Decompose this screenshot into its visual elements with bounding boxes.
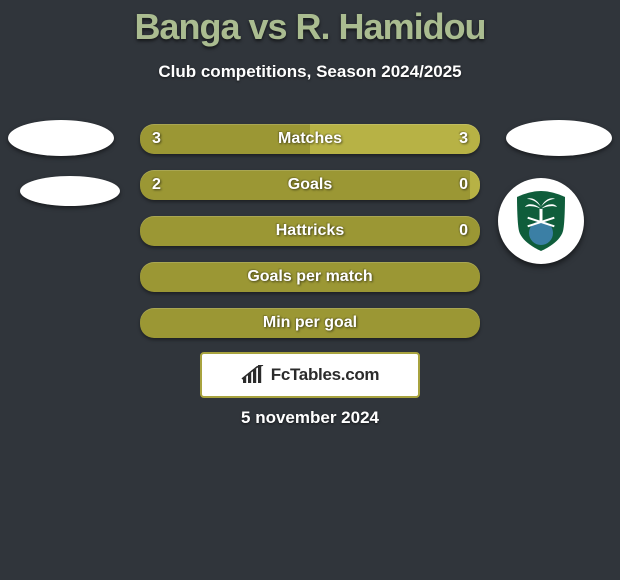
stat-hattricks-p2: 0 xyxy=(459,216,468,246)
player2-club-badge xyxy=(498,178,584,264)
bar-chart-icon xyxy=(241,365,265,385)
player2-name: R. Hamidou xyxy=(296,6,486,47)
player2-avatar-placeholder xyxy=(506,120,612,156)
subtitle: Club competitions, Season 2024/2025 xyxy=(0,62,620,82)
page-title: Banga vs R. Hamidou xyxy=(0,6,620,48)
brand-name: FcTables.com xyxy=(271,365,380,385)
comparison-card: Banga vs R. Hamidou Club competitions, S… xyxy=(0,0,620,580)
stats-block: 3 Matches 3 2 Goals 0 Hattricks 0 Goals … xyxy=(140,124,480,354)
stat-matches-label: Matches xyxy=(140,124,480,154)
stat-row-mpg: Min per goal xyxy=(140,308,480,338)
stat-row-goals: 2 Goals 0 xyxy=(140,170,480,200)
stat-goals-p2: 0 xyxy=(459,170,468,200)
player1-avatar-placeholder-2 xyxy=(20,176,120,206)
club-shield-icon xyxy=(513,189,569,253)
vs-separator: vs xyxy=(248,6,286,47)
stat-row-gpm: Goals per match xyxy=(140,262,480,292)
brand-box: FcTables.com xyxy=(200,352,420,398)
player1-name: Banga xyxy=(134,6,239,47)
stat-hattricks-label: Hattricks xyxy=(140,216,480,246)
stat-row-matches: 3 Matches 3 xyxy=(140,124,480,154)
stat-matches-p2: 3 xyxy=(459,124,468,154)
stat-goals-label: Goals xyxy=(140,170,480,200)
stat-gpm-label: Goals per match xyxy=(140,262,480,292)
stat-row-hattricks: Hattricks 0 xyxy=(140,216,480,246)
player1-avatar-placeholder-1 xyxy=(8,120,114,156)
stat-mpg-label: Min per goal xyxy=(140,308,480,338)
footer-date: 5 november 2024 xyxy=(0,408,620,428)
